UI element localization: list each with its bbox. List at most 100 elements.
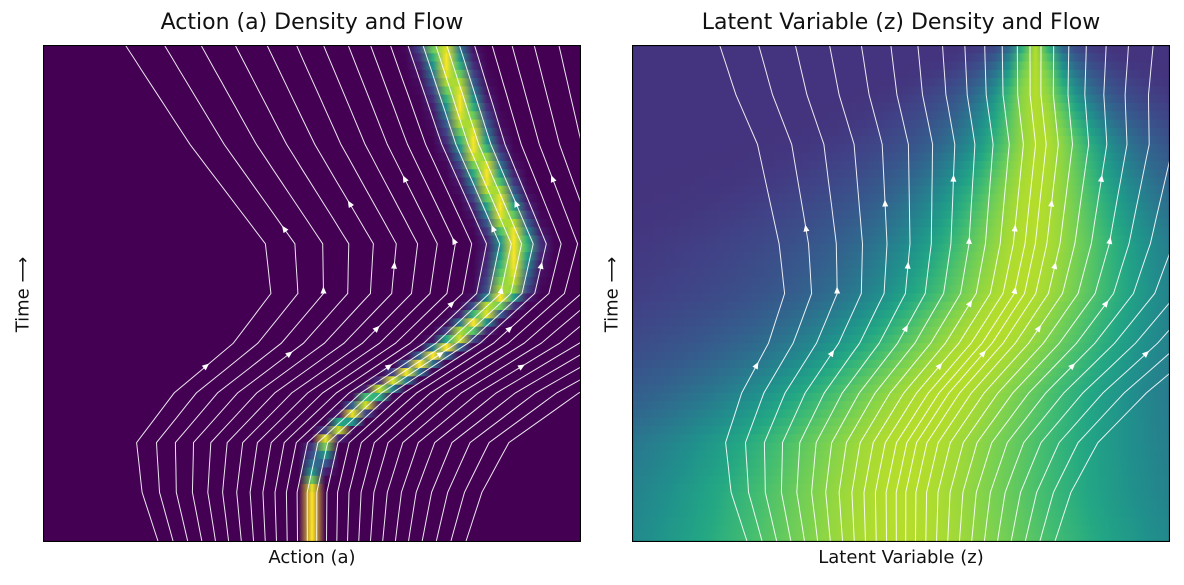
left-density-strip	[43, 426, 581, 435]
left-streamline	[435, 366, 581, 542]
right-density-strip	[632, 152, 1170, 162]
left-density-strip	[43, 326, 581, 336]
left-streamline	[236, 45, 419, 542]
left-streamline	[155, 45, 299, 542]
right-density-strip	[632, 61, 1170, 71]
left-streamline-arrow	[452, 237, 459, 246]
left-density-strip	[43, 194, 581, 203]
left-density-strip	[43, 343, 581, 353]
left-streamline	[394, 324, 581, 542]
left-chart-ylabel: Time ⟶	[12, 256, 34, 333]
left-chart-xlabel: Action (a)	[268, 547, 356, 568]
right-density-strip	[632, 384, 1170, 394]
right-streamline	[971, 45, 1154, 542]
right-density-strip	[632, 426, 1170, 435]
left-density-strip	[43, 61, 581, 71]
left-streamline	[222, 45, 397, 542]
left-density-strip	[43, 442, 581, 452]
right-density-strip	[632, 484, 1170, 493]
left-density-strip	[43, 301, 581, 311]
left-density-strip	[43, 94, 581, 104]
left-streamline	[316, 45, 523, 542]
left-density-strip	[43, 202, 581, 212]
left-density-strip	[43, 45, 581, 54]
left-streamline-arrow	[436, 351, 444, 359]
right-density-strip	[632, 293, 1170, 303]
right-streamline	[744, 45, 813, 542]
left-density-strip	[43, 533, 581, 542]
left-density-strip	[43, 285, 581, 295]
left-density-strip	[43, 318, 581, 328]
left-density-strip	[43, 160, 581, 170]
right-chart-xlabel: Latent Variable (z)	[818, 547, 984, 568]
right-density-strip	[632, 177, 1170, 187]
left-streamline-arrow	[497, 286, 504, 295]
left-density-strip	[43, 218, 581, 228]
right-density-strip	[632, 334, 1170, 344]
left-streamline-arrow	[447, 301, 455, 309]
left-density-strip	[43, 260, 581, 270]
right-density-strip	[632, 533, 1170, 542]
right-streamline	[863, 45, 994, 542]
right-density-strip	[632, 194, 1170, 203]
left-density-strip	[43, 127, 581, 137]
right-density-strip	[632, 318, 1170, 328]
right-streamline	[936, 45, 1090, 542]
right-density-strip	[632, 351, 1170, 361]
right-streamline	[1039, 352, 1170, 542]
right-density-strip	[632, 45, 1170, 54]
left-streamline	[369, 45, 581, 542]
left-streamline	[285, 45, 488, 542]
left-streamline	[450, 378, 581, 542]
right-density-strip	[632, 218, 1170, 228]
right-density-strip	[632, 210, 1170, 220]
left-streamline-arrow	[347, 200, 354, 209]
right-density-strip	[632, 119, 1170, 129]
right-density-strip	[632, 475, 1170, 485]
right-density-strip	[632, 417, 1170, 427]
right-streamline-arrow	[1106, 236, 1113, 245]
left-density-strip	[43, 185, 581, 195]
left-streamline	[358, 45, 579, 542]
right-density-strip	[632, 136, 1170, 145]
right-density-strip	[632, 310, 1170, 319]
left-density-strip	[43, 243, 581, 253]
right-density-strip	[632, 276, 1170, 286]
right-density-strip	[632, 69, 1170, 79]
left-streamline	[336, 45, 547, 542]
right-streamline	[925, 45, 1074, 542]
right-density-strip	[632, 517, 1170, 527]
left-density-strip	[43, 508, 581, 518]
right-density-strip	[632, 368, 1170, 377]
right-streamline-arrow	[1098, 174, 1104, 183]
left-density-strip	[43, 525, 581, 535]
right-plot-frame	[632, 45, 1170, 542]
right-density-strip	[632, 359, 1170, 369]
right-density-strip	[632, 500, 1170, 510]
right-density-strip	[632, 285, 1170, 295]
left-density-strip	[43, 450, 581, 460]
right-density-strip	[632, 78, 1170, 88]
left-density-strip	[43, 144, 581, 154]
right-streamline-arrow	[965, 236, 972, 244]
left-streamline	[249, 45, 438, 542]
left-density-strip	[43, 210, 581, 220]
left-streamline-arrow	[505, 326, 513, 334]
left-density-strip	[43, 69, 581, 79]
right-streamline	[811, 45, 911, 542]
right-density-strip	[632, 260, 1170, 270]
right-density-strip	[632, 94, 1170, 104]
right-density-strip	[632, 227, 1170, 237]
left-streamline	[407, 341, 581, 542]
right-density-strip	[632, 160, 1170, 170]
left-streamline-arrow	[281, 225, 289, 234]
right-streamline-arrow	[965, 299, 973, 308]
left-density-strip	[43, 484, 581, 493]
left-streamline-arrow	[372, 325, 380, 333]
right-streamline-arrow	[803, 224, 810, 232]
left-density-strip	[43, 276, 581, 286]
left-density-strip	[43, 268, 581, 278]
right-chart-plot-area	[632, 45, 1170, 542]
right-streamline	[851, 45, 976, 542]
right-density-strip	[632, 301, 1170, 311]
